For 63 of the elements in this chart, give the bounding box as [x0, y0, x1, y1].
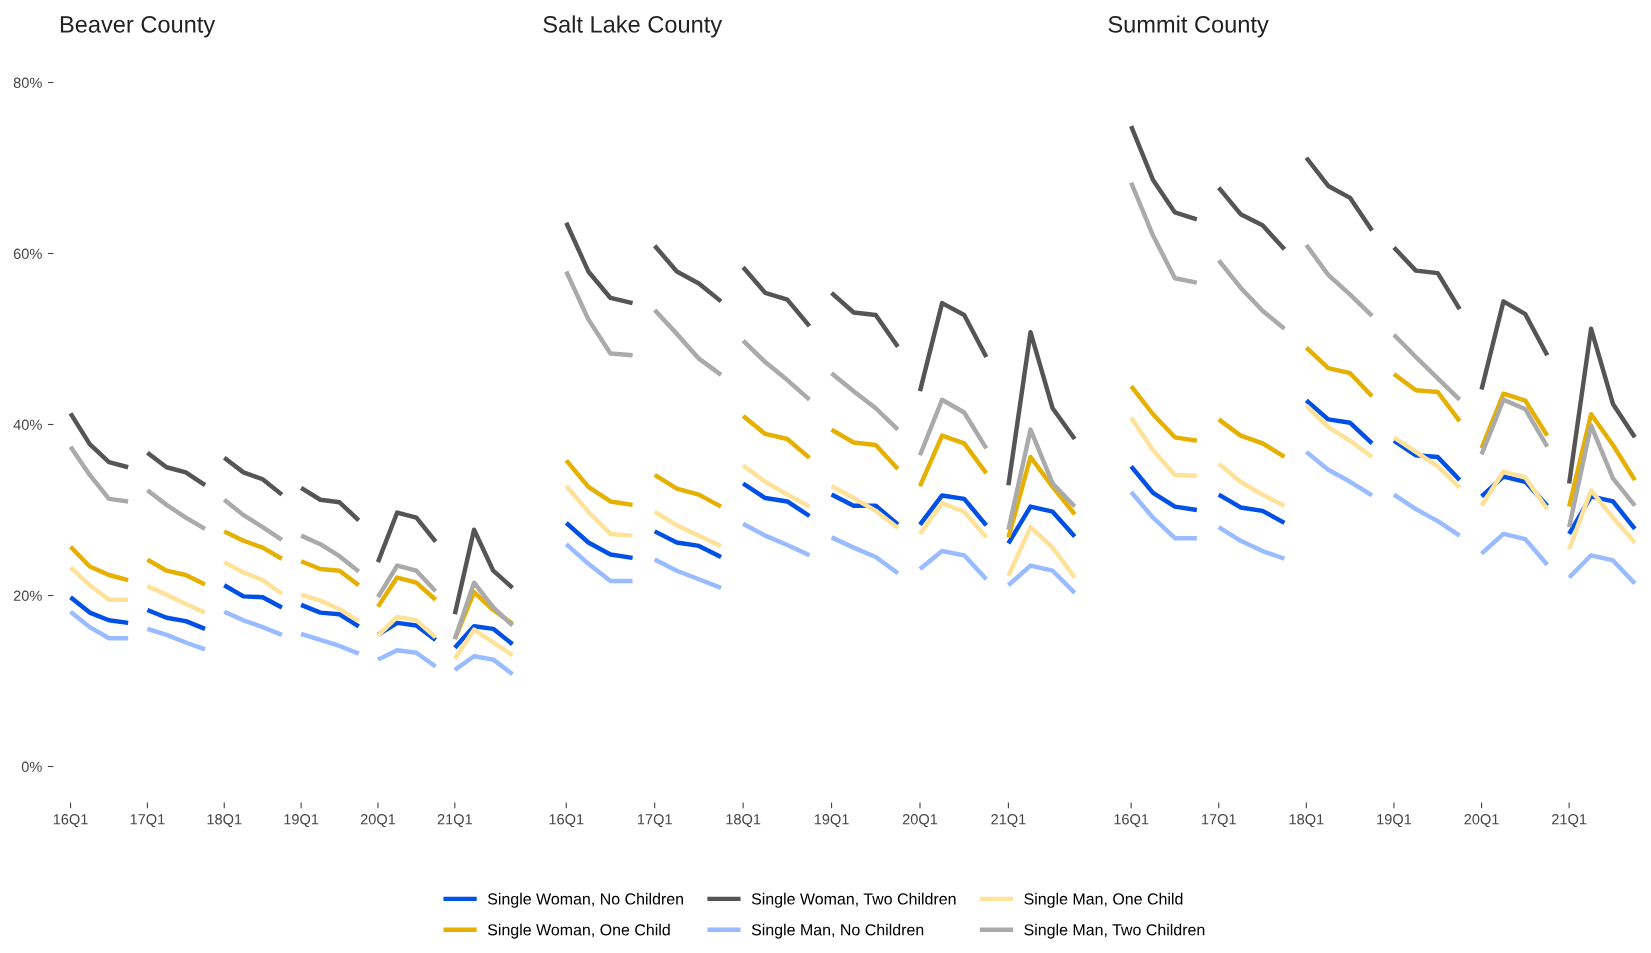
line-series: [68, 444, 131, 504]
line-series: [375, 563, 438, 600]
line-series: [452, 624, 515, 650]
x-tick-label: 21Q1: [991, 814, 1026, 828]
line-series: [145, 557, 208, 587]
line-series: [298, 533, 361, 574]
x-tick-label: 18Q1: [207, 814, 242, 828]
chart-title: Salt Lake County: [543, 15, 723, 38]
line-series: [145, 450, 208, 488]
line-series: [298, 485, 361, 523]
line-series: [375, 614, 438, 640]
x-tick-label: 16Q1: [1114, 814, 1149, 828]
x-tick-label: 17Q1: [1202, 814, 1236, 828]
legend-label: Single Man, No Children: [751, 923, 924, 939]
line-series: [222, 609, 285, 638]
line-series: [145, 626, 208, 652]
x-tick-label: 20Q1: [1464, 814, 1499, 828]
line-series: [145, 488, 208, 532]
line-series: [375, 510, 438, 565]
x-tick-label: 17Q1: [130, 814, 165, 828]
line-series: [145, 583, 208, 615]
line-series: [222, 455, 285, 497]
line-series: [298, 631, 361, 656]
line-series: [222, 559, 285, 597]
line-series: [452, 627, 515, 661]
legend-label: Single Woman, One Child: [487, 923, 670, 939]
x-tick-label: 18Q1: [726, 814, 761, 828]
legend-label: Single Man, One Child: [1024, 892, 1183, 908]
x-tick-label: 16Q1: [549, 814, 584, 828]
chart-title: Summit County: [1108, 15, 1269, 38]
x-tick-label: 19Q1: [814, 814, 849, 828]
x-tick-label: 19Q1: [1377, 814, 1412, 828]
line-series: [298, 602, 361, 629]
line-series: [145, 607, 208, 632]
line-series: [452, 653, 515, 677]
x-tick-label: 21Q1: [437, 814, 472, 828]
x-tick-label: 16Q1: [53, 814, 88, 828]
line-series: [68, 411, 131, 470]
line-series: [68, 594, 131, 626]
line-series: [375, 575, 438, 609]
y-tick-label: 20%: [13, 590, 42, 601]
line-series: [298, 592, 361, 624]
line-series: [222, 529, 285, 561]
line-series: [222, 497, 285, 543]
line-series: [68, 544, 131, 583]
legend-label: Single Man, Two Children: [1024, 923, 1205, 939]
x-tick-label: 17Q1: [637, 814, 672, 828]
x-tick-label: 20Q1: [902, 814, 938, 828]
y-tick-label: 40%: [13, 419, 42, 430]
x-tick-label: 20Q1: [360, 814, 396, 828]
x-tick-label: 21Q1: [1552, 814, 1587, 828]
x-tick-label: 18Q1: [1289, 814, 1324, 828]
line-series: [375, 648, 438, 669]
line-series: [298, 559, 361, 588]
line-series: [222, 583, 285, 610]
chart-title: Beaver County: [60, 16, 216, 38]
y-tick-label: 0%: [21, 761, 42, 772]
x-tick-label: 19Q1: [284, 814, 319, 828]
legend-label: Single Woman, Two Children: [751, 892, 956, 908]
y-tick-label: 80%: [13, 77, 42, 88]
line-series: [452, 527, 515, 617]
legend-label: Single Woman, No Children: [487, 892, 683, 908]
y-tick-label: 60%: [13, 248, 42, 259]
